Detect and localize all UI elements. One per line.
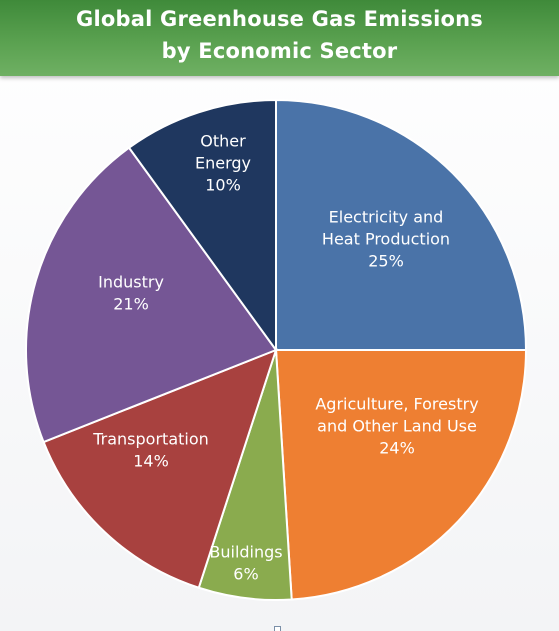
- chart-title-line-2: by Economic Sector: [161, 39, 398, 63]
- pie-slice-4: [25, 146, 278, 444]
- chart-title-line-1: Global Greenhouse Gas Emissions: [76, 7, 483, 31]
- pie-slice-3: [42, 348, 278, 590]
- slice-value-label-5: 10%: [205, 176, 241, 195]
- slice-value-label-3: 14%: [133, 452, 169, 471]
- pie-slice-5: [127, 98, 277, 354]
- slice-value-label-1: 24%: [379, 439, 415, 458]
- slice-name-label-5: Other: [200, 132, 246, 151]
- slice-name-label-3: Transportation: [92, 430, 209, 449]
- slice-name-label-0: Heat Production: [322, 230, 450, 249]
- slice-name-label-2: Buildings: [209, 543, 282, 562]
- slice-value-label-4: 21%: [113, 295, 149, 314]
- slice-name-label-0: Electricity and: [329, 208, 444, 227]
- pie-slice-1: [274, 349, 528, 601]
- pie-slice-0: [275, 98, 528, 351]
- slice-name-label-1: and Other Land Use: [317, 417, 477, 436]
- slice-name-label-4: Industry: [98, 273, 164, 292]
- chart-title-banner: Global Greenhouse Gas Emissions by Econo…: [0, 0, 559, 76]
- slice-value-label-2: 6%: [233, 565, 258, 584]
- selection-handle[interactable]: [274, 626, 281, 631]
- slice-name-label-5: Energy: [195, 154, 251, 173]
- slice-name-label-1: Agriculture, Forestry: [315, 395, 478, 414]
- slice-value-label-0: 25%: [368, 252, 404, 271]
